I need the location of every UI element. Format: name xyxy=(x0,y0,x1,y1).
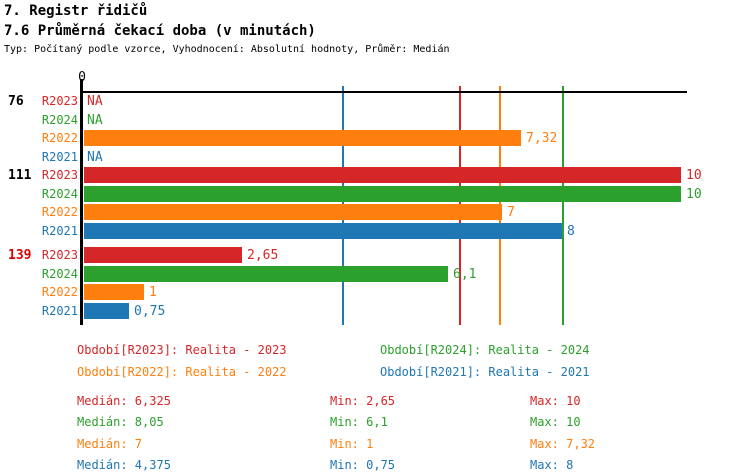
bar-value-label: 7,32 xyxy=(526,131,558,146)
bar-value-label: 8 xyxy=(567,224,575,239)
page-title: 7. Registr řidičů xyxy=(4,3,148,19)
bar-value-label: 2,65 xyxy=(247,248,279,263)
bar-chart: 0 76 R2023 NA R2024 NA R2022 7,32 R2021 NA 111 R20… xyxy=(8,70,702,325)
axis-line-horizontal xyxy=(80,91,687,93)
stat-min-r2023: Min: 2,65 xyxy=(330,394,396,408)
stat-max-r2022: Max: 7,32 xyxy=(530,437,596,451)
bar-r2024-group2 xyxy=(84,186,681,202)
stat-max-r2021: Max: 8 xyxy=(530,458,574,472)
stat-min-r2021: Min: 0,75 xyxy=(330,458,396,472)
legend-item-r2024: Období[R2024]: Realita - 2024 xyxy=(380,343,590,357)
bar-r2022-group3 xyxy=(84,284,144,300)
axis-origin-label: 0 xyxy=(78,70,86,85)
bar-r2021-group2 xyxy=(84,223,562,239)
axis-line-vertical xyxy=(80,79,83,325)
legend-item-r2022: Období[R2022]: Realita - 2022 xyxy=(77,365,287,379)
stat-min-r2022: Min: 1 xyxy=(330,437,374,451)
series-label-r2022: R2022 xyxy=(41,285,78,299)
bar-value-label: 7 xyxy=(507,205,515,220)
series-label-r2021: R2021 xyxy=(41,304,78,318)
series-label-r2023: R2023 xyxy=(41,248,78,262)
bar-value-label: 1 xyxy=(149,285,157,300)
chart-subtitle: 7.6 Průměrná čekací doba (v minutách) xyxy=(4,23,316,39)
bar-r2022-group2 xyxy=(84,204,502,220)
group-label-139: 139 xyxy=(8,248,32,263)
series-label-r2024: R2024 xyxy=(41,267,78,281)
stat-median-r2022: Medián: 7 xyxy=(77,437,143,451)
group-label-76: 76 xyxy=(8,94,24,109)
bar-value-label: 0,75 xyxy=(134,304,166,319)
na-label: NA xyxy=(87,113,103,128)
legend-item-r2021: Období[R2021]: Realita - 2021 xyxy=(380,365,590,379)
bar-value-label: 10 xyxy=(686,168,702,183)
series-label-r2023: R2023 xyxy=(41,168,78,182)
stat-max-r2023: Max: 10 xyxy=(530,394,581,408)
bar-r2023-group3 xyxy=(84,247,242,263)
bar-r2021-group3 xyxy=(84,303,129,319)
stat-median-r2024: Medián: 8,05 xyxy=(77,415,164,429)
stat-max-r2024: Max: 10 xyxy=(530,415,581,429)
stat-min-r2024: Min: 6,1 xyxy=(330,415,388,429)
na-label: NA xyxy=(87,150,103,165)
series-label-r2021: R2021 xyxy=(41,150,78,164)
na-label: NA xyxy=(87,94,103,109)
stat-median-r2023: Medián: 6,325 xyxy=(77,394,171,408)
series-label-r2022: R2022 xyxy=(41,131,78,145)
bar-r2022-group1 xyxy=(84,130,521,146)
series-label-r2024: R2024 xyxy=(41,113,78,127)
median-line-r2024 xyxy=(562,86,564,325)
bar-value-label: 10 xyxy=(686,187,702,202)
series-label-r2022: R2022 xyxy=(41,205,78,219)
group-label-111: 111 xyxy=(8,168,32,183)
series-label-r2021: R2021 xyxy=(41,224,78,238)
chart-meta-line: Typ: Počítaný podle vzorce, Vyhodnocení:… xyxy=(4,44,450,55)
bar-r2024-group3 xyxy=(84,266,448,282)
bar-value-label: 6,1 xyxy=(453,267,477,282)
bar-r2023-group2 xyxy=(84,167,681,183)
series-label-r2024: R2024 xyxy=(41,187,78,201)
stat-median-r2021: Medián: 4,375 xyxy=(77,458,171,472)
series-label-r2023: R2023 xyxy=(41,94,78,108)
legend-item-r2023: Období[R2023]: Realita - 2023 xyxy=(77,343,287,357)
